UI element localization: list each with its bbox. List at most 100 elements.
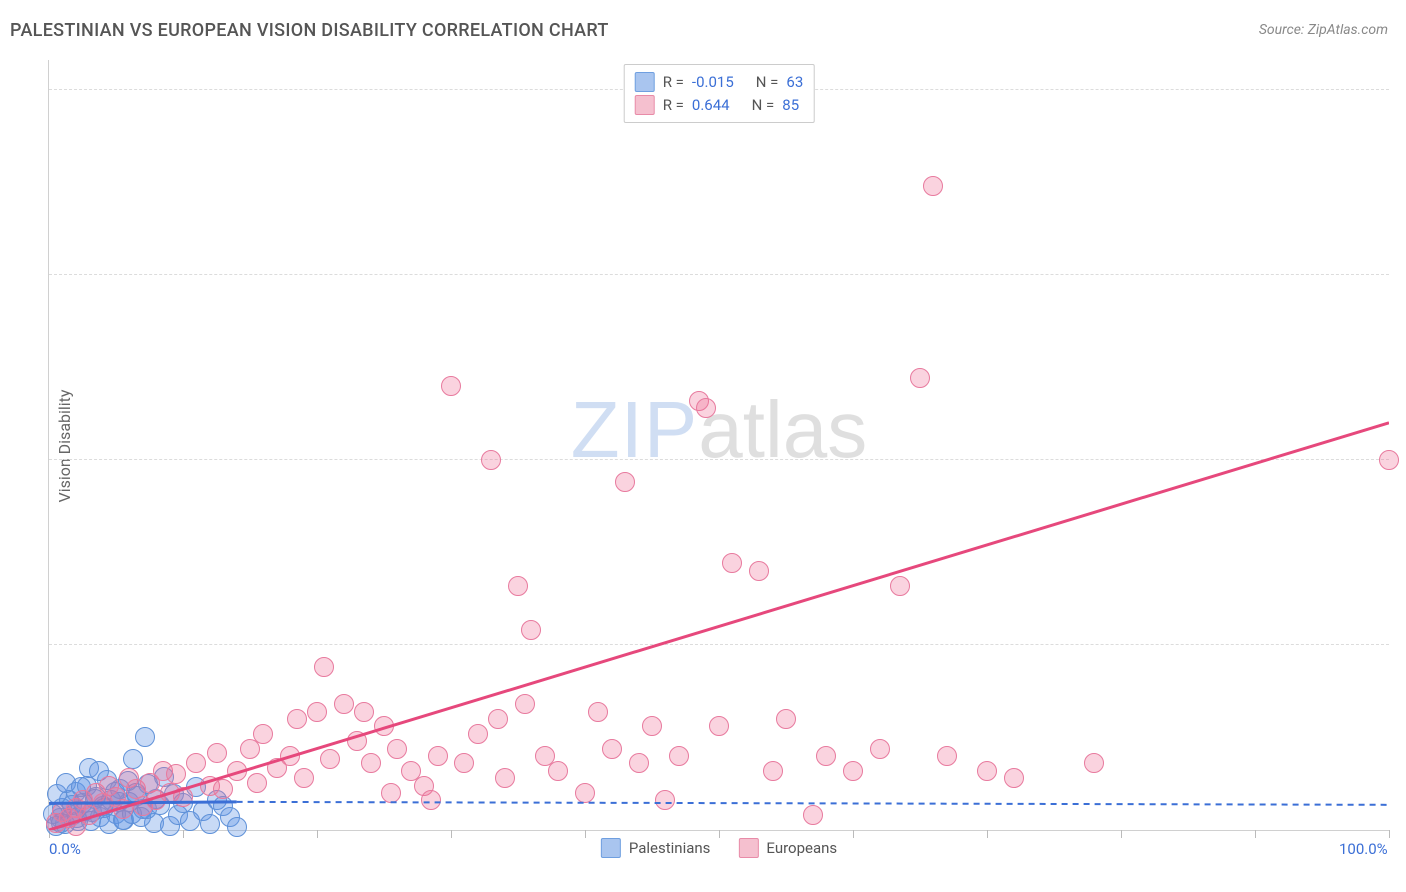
source-label: Source: ZipAtlas.com (1259, 22, 1388, 38)
data-point (910, 368, 930, 388)
x-tick (1255, 830, 1256, 838)
data-point (280, 746, 300, 766)
x-tick-label: 0.0% (49, 840, 81, 858)
r-label: R = (663, 94, 684, 117)
data-point (441, 376, 461, 396)
data-point (1084, 753, 1104, 773)
legend-correlation: R = -0.015 N = 63 R = 0.644 N = 85 (624, 64, 815, 123)
data-point (428, 746, 448, 766)
data-point (655, 790, 675, 810)
data-point (421, 790, 441, 810)
data-point (615, 472, 635, 492)
data-point (307, 702, 327, 722)
data-point (173, 787, 193, 807)
data-point (361, 753, 381, 773)
data-point (468, 724, 488, 744)
gridline (49, 274, 1389, 275)
data-point (602, 739, 622, 759)
legend-label-europeans: Europeans (766, 839, 837, 857)
n-label: N = (752, 94, 775, 117)
data-point (495, 768, 515, 788)
watermark: ZIPatlas (571, 384, 867, 476)
trend-lines (49, 60, 1389, 830)
data-point (977, 761, 997, 781)
data-point (763, 761, 783, 781)
data-point (890, 576, 910, 596)
n-label: N = (756, 71, 779, 94)
x-tick (451, 830, 452, 838)
data-point (548, 761, 568, 781)
data-point (66, 816, 86, 836)
data-point (575, 783, 595, 803)
legend-label-palestinians: Palestinians (629, 839, 711, 857)
data-point (123, 749, 143, 769)
data-point (227, 761, 247, 781)
legend-row-palestinians: R = -0.015 N = 63 (635, 71, 804, 94)
r-value-palestinians: -0.015 (692, 71, 734, 94)
x-tick-label: 100.0% (1339, 840, 1388, 858)
data-point (334, 694, 354, 714)
data-point (749, 561, 769, 581)
data-point (1379, 450, 1399, 470)
x-tick (1121, 830, 1122, 838)
data-point (937, 746, 957, 766)
data-point (816, 746, 836, 766)
data-point (320, 749, 340, 769)
data-point (588, 702, 608, 722)
swatch-palestinians-icon (601, 838, 621, 858)
data-point (207, 743, 227, 763)
data-point (227, 817, 247, 837)
data-point (669, 746, 689, 766)
plot-area: ZIPatlas R = -0.015 N = 63 R = 0.644 N =… (48, 60, 1389, 831)
x-tick (987, 830, 988, 838)
data-point (354, 702, 374, 722)
legend-item-palestinians: Palestinians (601, 838, 711, 858)
data-point (870, 739, 890, 759)
r-value-europeans: 0.644 (692, 94, 730, 117)
data-point (803, 805, 823, 825)
data-point (247, 773, 267, 793)
data-point (776, 709, 796, 729)
chart-title: PALESTINIAN VS EUROPEAN VISION DISABILIT… (10, 20, 609, 41)
data-point (843, 761, 863, 781)
data-point (135, 727, 155, 747)
data-point (347, 731, 367, 751)
data-point (253, 724, 273, 744)
data-point (381, 783, 401, 803)
r-label: R = (663, 71, 684, 94)
x-tick (317, 830, 318, 838)
data-point (113, 799, 133, 819)
x-tick (853, 830, 854, 838)
data-point (515, 694, 535, 714)
legend-row-europeans: R = 0.644 N = 85 (635, 94, 804, 117)
n-value-palestinians: 63 (786, 71, 803, 94)
data-point (488, 709, 508, 729)
swatch-europeans-icon (738, 838, 758, 858)
data-point (642, 716, 662, 736)
n-value-europeans: 85 (782, 94, 799, 117)
x-tick (585, 830, 586, 838)
data-point (374, 716, 394, 736)
data-point (387, 739, 407, 759)
legend-item-europeans: Europeans (738, 838, 837, 858)
data-point (314, 657, 334, 677)
watermark-zip: ZIP (571, 385, 698, 474)
watermark-atlas: atlas (698, 385, 867, 474)
legend-series: Palestinians Europeans (601, 838, 837, 858)
data-point (200, 814, 220, 834)
data-point (481, 450, 501, 470)
gridline (49, 459, 1389, 460)
data-point (294, 768, 314, 788)
x-tick (183, 830, 184, 838)
gridline (49, 644, 1389, 645)
swatch-europeans-icon (635, 95, 655, 115)
data-point (709, 716, 729, 736)
data-point (722, 553, 742, 573)
data-point (454, 753, 474, 773)
data-point (521, 620, 541, 640)
data-point (508, 576, 528, 596)
data-point (166, 764, 186, 784)
data-point (1004, 768, 1024, 788)
x-tick (719, 830, 720, 838)
data-point (629, 753, 649, 773)
